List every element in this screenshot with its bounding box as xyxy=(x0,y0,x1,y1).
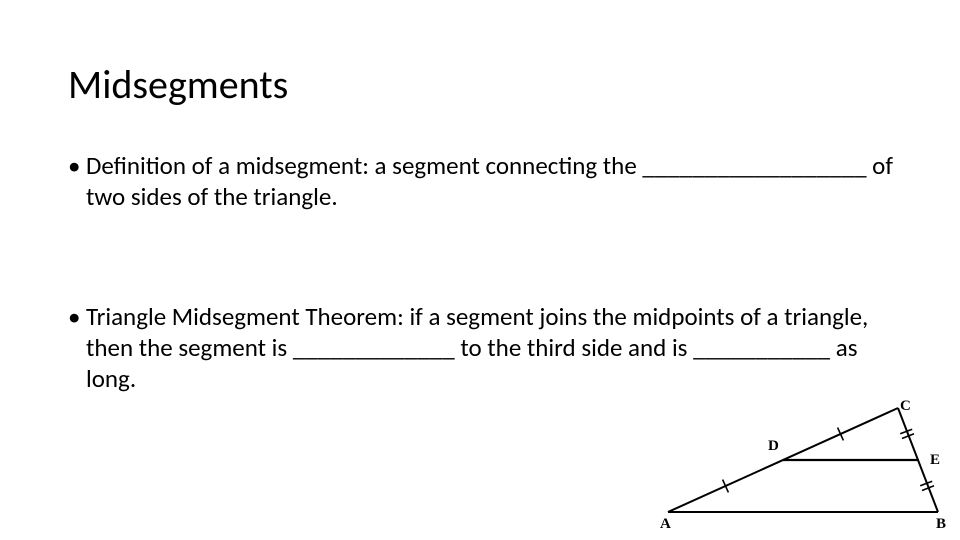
vertex-label-b: B xyxy=(936,516,946,533)
bullet-theorem: Triangle Midsegment Theorem: if a segmen… xyxy=(68,301,898,395)
slide-title: Midsegments xyxy=(68,60,288,109)
spacer xyxy=(68,229,898,301)
bullet-definition: Definition of a midsegment: a segment co… xyxy=(68,150,898,213)
triangle-svg xyxy=(660,400,950,530)
midpoint-label-e: E xyxy=(930,452,940,469)
slide-body: Definition of a midsegment: a segment co… xyxy=(68,150,898,410)
vertex-label-c: C xyxy=(900,398,911,415)
slide: Midsegments Definition of a midsegment: … xyxy=(0,0,960,540)
triangle-diagram: A B C D E xyxy=(660,400,950,530)
vertex-label-a: A xyxy=(660,516,671,533)
midpoint-label-d: D xyxy=(768,438,779,455)
